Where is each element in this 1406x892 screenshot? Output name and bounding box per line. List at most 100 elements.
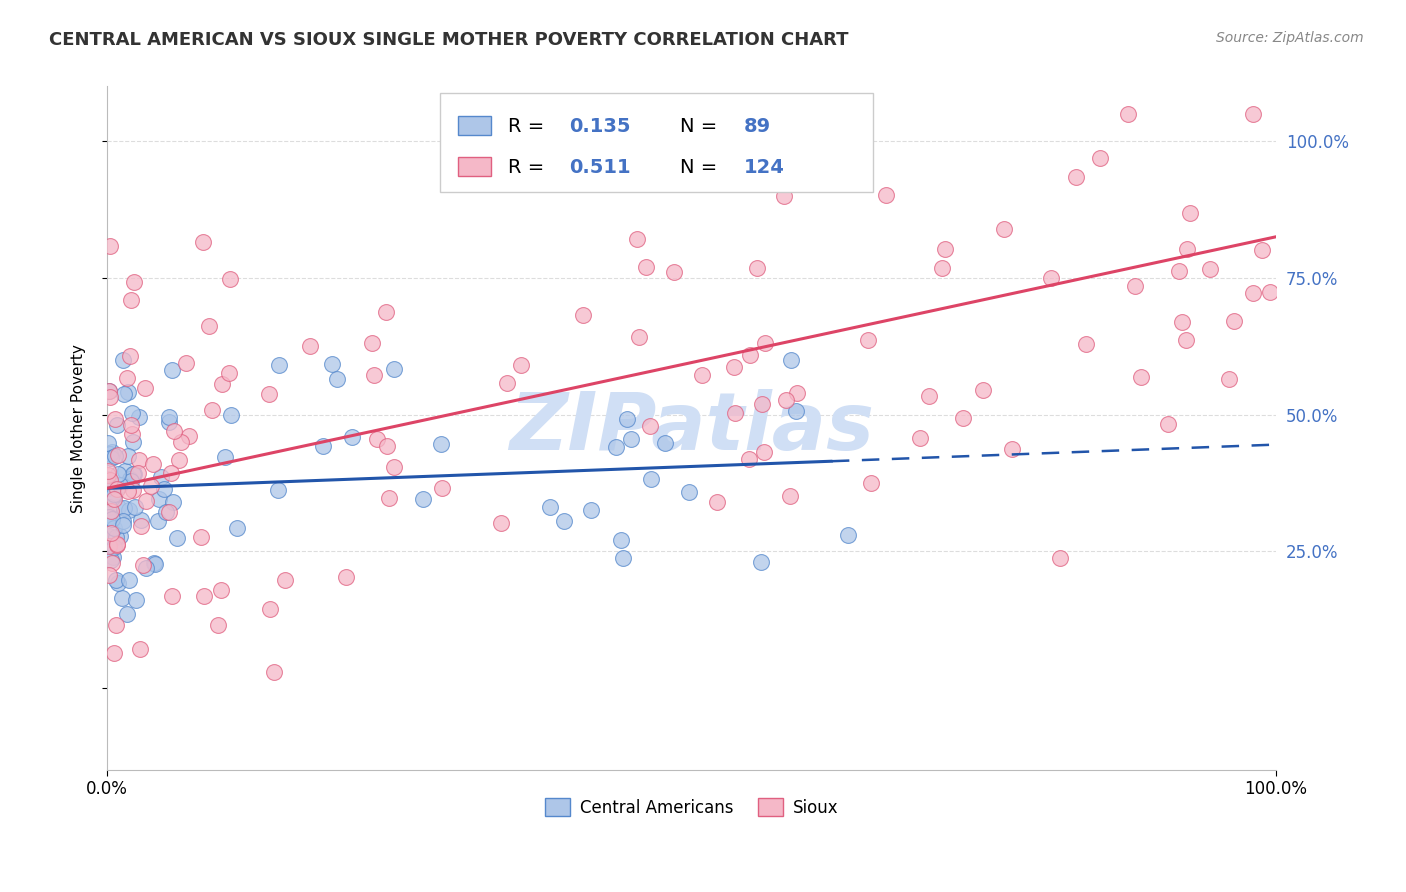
Point bbox=[97, 384, 120, 399]
Point bbox=[111, 352, 134, 367]
Point bbox=[491, 516, 513, 530]
Text: CENTRAL AMERICAN VS SIOUX SINGLE MOTHER POVERTY CORRELATION CHART: CENTRAL AMERICAN VS SIOUX SINGLE MOTHER … bbox=[49, 31, 849, 49]
Point bbox=[1251, 243, 1274, 257]
Point bbox=[146, 514, 169, 528]
Point bbox=[1049, 550, 1071, 565]
Point bbox=[779, 489, 801, 503]
Point bbox=[737, 451, 759, 466]
Point bbox=[104, 411, 127, 425]
Point bbox=[225, 520, 247, 534]
Text: 0.135: 0.135 bbox=[569, 117, 630, 136]
Point bbox=[340, 430, 363, 444]
Point bbox=[724, 406, 747, 420]
Point bbox=[1218, 372, 1240, 386]
Point bbox=[169, 453, 191, 467]
Point bbox=[1180, 205, 1202, 219]
Point bbox=[120, 349, 142, 363]
Point bbox=[135, 493, 157, 508]
Point bbox=[1090, 151, 1112, 165]
Point bbox=[117, 483, 139, 498]
Point bbox=[610, 533, 633, 548]
Point bbox=[115, 607, 138, 621]
Point bbox=[122, 467, 145, 481]
Point bbox=[1175, 242, 1198, 256]
Point bbox=[103, 488, 125, 502]
Point bbox=[98, 568, 121, 582]
Point bbox=[157, 505, 180, 519]
Point bbox=[382, 460, 405, 475]
Point bbox=[121, 427, 143, 442]
Point bbox=[214, 450, 236, 464]
Point bbox=[1116, 106, 1139, 120]
Point bbox=[640, 472, 662, 486]
Point bbox=[153, 482, 176, 496]
Point bbox=[1223, 314, 1246, 328]
Point bbox=[100, 557, 122, 571]
Text: 0.511: 0.511 bbox=[569, 158, 630, 177]
Point bbox=[538, 500, 561, 514]
Point bbox=[128, 453, 150, 467]
Text: R =: R = bbox=[508, 158, 551, 177]
Point bbox=[412, 491, 434, 506]
Point bbox=[952, 411, 974, 425]
Point bbox=[100, 504, 122, 518]
Point bbox=[1258, 285, 1281, 300]
Point bbox=[931, 260, 953, 275]
Point bbox=[160, 466, 183, 480]
Point bbox=[738, 348, 761, 362]
Point bbox=[298, 339, 321, 353]
Point bbox=[321, 357, 343, 371]
Point bbox=[375, 439, 398, 453]
Point bbox=[360, 336, 382, 351]
Point bbox=[162, 495, 184, 509]
Point bbox=[1168, 264, 1191, 278]
Point bbox=[786, 386, 808, 401]
Point bbox=[620, 432, 643, 446]
Point bbox=[193, 589, 215, 603]
Point bbox=[754, 335, 776, 350]
Point bbox=[128, 641, 150, 656]
Point bbox=[193, 235, 215, 249]
Point bbox=[190, 530, 212, 544]
Point bbox=[121, 434, 143, 449]
Point bbox=[120, 417, 142, 432]
Point bbox=[785, 404, 807, 418]
Point bbox=[170, 434, 193, 449]
Point bbox=[312, 439, 335, 453]
Point bbox=[100, 445, 122, 459]
Point bbox=[1123, 278, 1146, 293]
Point bbox=[105, 574, 128, 588]
Point bbox=[124, 500, 146, 514]
Point bbox=[118, 472, 141, 486]
Point bbox=[104, 450, 127, 464]
Point bbox=[142, 457, 165, 471]
Point bbox=[263, 665, 285, 680]
Point bbox=[553, 514, 575, 528]
Point bbox=[259, 601, 281, 615]
Point bbox=[382, 361, 405, 376]
Point bbox=[157, 415, 180, 429]
Point bbox=[149, 470, 172, 484]
Point bbox=[267, 483, 290, 497]
Point bbox=[101, 549, 124, 564]
Point bbox=[972, 383, 994, 397]
Point bbox=[98, 539, 121, 553]
Point bbox=[97, 500, 120, 515]
Text: 89: 89 bbox=[744, 117, 772, 136]
Point bbox=[636, 260, 658, 274]
Point bbox=[107, 467, 129, 482]
Point bbox=[135, 560, 157, 574]
Point bbox=[114, 464, 136, 478]
Point bbox=[579, 502, 602, 516]
Point bbox=[200, 403, 222, 417]
Point bbox=[143, 556, 166, 570]
Point bbox=[875, 188, 897, 202]
Point bbox=[917, 389, 939, 403]
Point bbox=[1129, 369, 1152, 384]
Point bbox=[1064, 170, 1087, 185]
Point bbox=[626, 232, 648, 246]
Point bbox=[745, 261, 768, 276]
Point bbox=[129, 513, 152, 527]
Point bbox=[97, 464, 120, 478]
Point bbox=[118, 502, 141, 516]
